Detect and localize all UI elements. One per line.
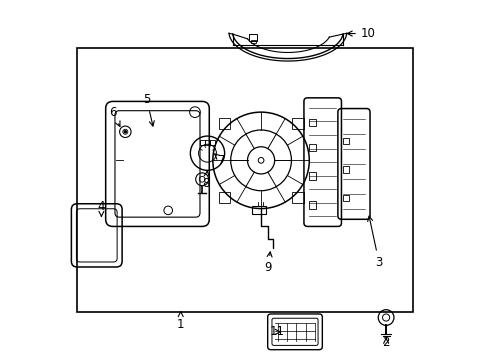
Bar [309,172,316,180]
Bar [309,118,316,126]
Bar [309,201,316,208]
Text: 9: 9 [265,252,272,274]
Bar [343,166,348,173]
Bar [205,140,210,145]
Text: 5: 5 [143,93,154,126]
Bar [343,138,348,144]
Bar [252,206,267,214]
Bar [219,118,230,129]
Text: 6: 6 [109,105,120,126]
Bar [309,144,316,152]
Bar [77,48,413,312]
Text: 1: 1 [177,312,184,331]
Bar [210,140,215,145]
Bar [219,192,230,203]
Text: 10: 10 [347,27,376,40]
Text: 4: 4 [98,200,105,216]
Text: 8: 8 [202,171,209,190]
Text: 11: 11 [270,325,285,338]
Text: 3: 3 [368,216,383,269]
Bar [251,40,256,43]
Bar [293,192,304,203]
Circle shape [124,131,126,133]
Bar [293,118,304,129]
Bar [200,140,205,145]
Text: 7: 7 [215,154,225,167]
Text: 2: 2 [382,336,390,349]
Bar [249,34,257,41]
Bar [343,195,348,202]
